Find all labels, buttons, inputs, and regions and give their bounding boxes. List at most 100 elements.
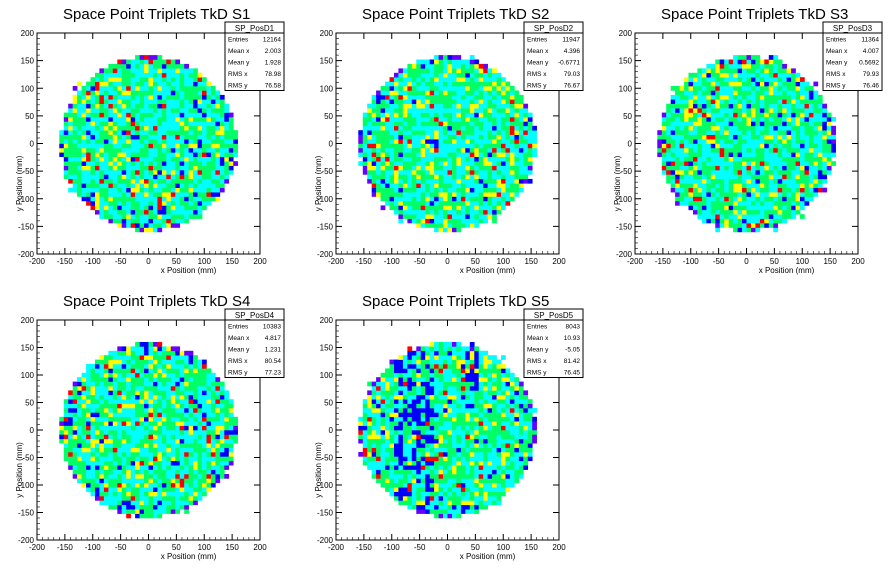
heatmap-cell [135,438,140,444]
heatmap-cell [416,125,422,131]
heatmap-cell [184,214,189,219]
heatmap-cell [429,152,435,158]
heatmap-cell [742,103,747,109]
heatmap-cell [202,147,207,153]
heatmap-cell [791,99,796,105]
heatmap-cell [679,170,685,175]
heatmap-cell [501,196,506,202]
heatmap-cell [139,121,145,127]
heatmap-cell [184,165,189,171]
heatmap-cell [117,359,123,365]
heatmap-cell [452,108,457,113]
heatmap-cell [447,209,453,215]
heatmap-cell [193,81,198,87]
heatmap-cell [362,121,368,127]
heatmap-cell [661,121,667,127]
heatmap-cell [197,130,203,135]
heatmap-cell [465,174,471,180]
heatmap-cell [108,372,114,378]
heatmap-cell [389,77,395,82]
heatmap-cell [487,77,493,82]
heatmap-cell [193,183,198,189]
heatmap-cell [184,134,189,140]
heatmap-cell [86,460,91,466]
heatmap-cell [68,443,73,448]
heatmap-cell [505,183,511,189]
heatmap-cell [144,342,149,347]
heatmap-cell [701,214,707,219]
heatmap-cell [751,174,756,180]
heatmap-cell [112,416,118,422]
heatmap-cell [710,192,716,197]
heatmap-cell [492,90,497,96]
heatmap-cell [822,112,828,118]
heatmap-cell [108,156,114,162]
heatmap-cell [751,103,756,109]
heatmap-cell [126,147,131,153]
heatmap-cell [416,121,422,127]
heatmap-cell [474,90,480,96]
heatmap-cell [817,112,823,118]
heatmap-cell [112,170,118,175]
heatmap-cell [701,125,707,131]
heatmap-cell [170,81,176,87]
heatmap-cell [130,59,136,65]
heatmap-cell [777,77,783,82]
heatmap-cell [166,372,172,378]
heatmap-cell [492,77,497,82]
heatmap-cell [161,178,167,184]
heatmap-cell [170,143,176,149]
heatmap-cell [153,205,158,211]
heatmap-cell [161,438,167,444]
heatmap-cell [139,174,145,180]
heatmap-cell [63,408,69,413]
heatmap-cell [460,121,466,127]
heatmap-cell [135,425,140,431]
heatmap-cell [402,187,408,193]
heatmap-cell [121,187,127,193]
heatmap-cell [416,59,422,65]
heatmap-cell [112,152,118,158]
heatmap-cell [764,94,770,100]
heatmap-cell [831,147,836,153]
heatmap-cell [90,103,96,109]
heatmap-cell [469,117,475,122]
heatmap-cell [389,139,395,144]
heatmap-cell [773,187,779,193]
heatmap-cell [224,156,230,162]
heatmap-cell [460,178,466,184]
x-tick-label: -100 [384,257,401,266]
heatmap-cell [804,139,810,144]
heatmap-cell [161,139,167,144]
heatmap-cell [157,125,163,131]
heatmap-cell [161,491,167,497]
chart-title: Space Point Triplets TkD S3 [661,6,848,23]
heatmap-cell [773,165,779,171]
heatmap-cell [362,156,368,162]
heatmap-cell [447,165,453,171]
heatmap-cell [456,59,462,65]
heatmap-cell [90,478,96,484]
heatmap-cell [153,350,158,356]
heatmap-cell [81,125,87,131]
heatmap-cell [103,103,109,109]
heatmap-cell [385,161,390,166]
heatmap-cell [144,170,149,175]
heatmap-cell [184,183,189,189]
heatmap-cell [813,130,819,135]
heatmap-cell [135,386,140,391]
heatmap-cell [706,214,712,219]
heatmap-cell [460,72,466,78]
heatmap-cell [795,99,801,105]
heatmap-cell [117,187,123,193]
heatmap-cell [77,430,82,435]
heatmap-cell [483,196,488,202]
heatmap-cell [469,94,475,100]
heatmap-cell [724,161,729,166]
heatmap-cell [657,143,663,149]
heatmap-cell [77,390,82,396]
heatmap-cell [130,452,136,457]
heatmap-cell [193,156,198,162]
heatmap-cell [112,460,118,466]
heatmap-cell [420,90,426,96]
